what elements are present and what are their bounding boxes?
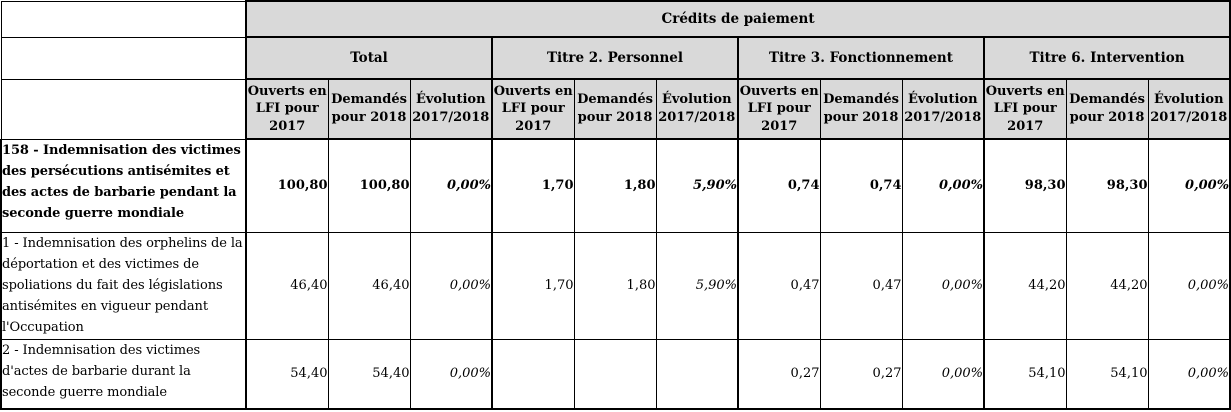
- column-header-cell: Évolution 2017/2018: [409, 78, 493, 140]
- value-cell: 0,74: [819, 138, 903, 233]
- table-title: Crédits de paiement: [244, 0, 1231, 38]
- column-header-cell: Ouverts en LFI pour 2017: [983, 78, 1067, 140]
- column-header-cell: Demandés pour 2018: [1065, 78, 1149, 140]
- group-header-cell: Titre 3. Fonctionnement: [737, 36, 985, 80]
- column-header-cell: Évolution 2017/2018: [901, 78, 985, 140]
- value-cell: 0,00%: [409, 231, 493, 340]
- value-cell: 98,30: [983, 138, 1067, 233]
- column-header-row: Ouverts en LFI pour 2017 Demandés pour 20…: [0, 78, 1231, 140]
- corner-blank-cell: [0, 36, 247, 80]
- group-header-cell: Total: [245, 36, 493, 80]
- value-cell: 0,00%: [1147, 338, 1231, 410]
- value-cell: 100,80: [245, 138, 329, 233]
- value-cell: 1,70: [491, 231, 575, 340]
- value-cell: 0,74: [737, 138, 821, 233]
- value-cell: 0,00%: [901, 338, 985, 410]
- value-cell: 1,70: [491, 138, 575, 233]
- value-cell: 0,00%: [1147, 231, 1231, 340]
- value-cell: 54,10: [983, 338, 1067, 410]
- value-cell: [573, 338, 657, 410]
- value-cell: 54,10: [1065, 338, 1149, 410]
- column-header-cell: Évolution 2017/2018: [655, 78, 739, 140]
- value-cell: 0,47: [737, 231, 821, 340]
- value-cell: 0,00%: [1147, 138, 1231, 233]
- value-cell: 46,40: [327, 231, 411, 340]
- value-cell: [491, 338, 575, 410]
- column-header-cell: Demandés pour 2018: [573, 78, 657, 140]
- value-cell: 5,90%: [655, 138, 739, 233]
- group-header-cell: Titre 6. Intervention: [982, 36, 1231, 80]
- value-cell: 0,00%: [901, 231, 985, 340]
- group-header-row: Total Titre 2. Personnel Titre 3. Fonction…: [0, 36, 1231, 80]
- value-cell: 46,40: [245, 231, 329, 340]
- row-label-cell: 1 - Indemnisation des orphelins de la dé…: [0, 231, 247, 340]
- column-header-cell: Demandés pour 2018: [327, 78, 411, 140]
- group-header-cell: Titre 2. Personnel: [491, 36, 739, 80]
- value-cell: 98,30: [1065, 138, 1149, 233]
- value-cell: 44,20: [1065, 231, 1149, 340]
- table-body: 158 - Indemnisation des victimes des per…: [0, 138, 1231, 410]
- corner-blank-cell: [0, 78, 247, 140]
- corner-blank-cell: [0, 0, 247, 38]
- value-cell: 0,00%: [409, 338, 493, 410]
- table-row: 1 - Indemnisation des orphelins de la dé…: [0, 231, 1231, 340]
- value-cell: 1,80: [573, 231, 657, 340]
- table-header: Crédits de paiement Total Titre 2. Person…: [0, 0, 1231, 140]
- value-cell: [655, 338, 739, 410]
- title-row: Crédits de paiement: [0, 0, 1231, 38]
- row-label-cell: 158 - Indemnisation des victimes des per…: [0, 138, 247, 233]
- value-cell: 0,00%: [901, 138, 985, 233]
- column-header-cell: Demandés pour 2018: [819, 78, 903, 140]
- value-cell: 1,80: [573, 138, 657, 233]
- value-cell: 0,00%: [409, 138, 493, 233]
- column-header-cell: Ouverts en LFI pour 2017: [245, 78, 329, 140]
- table-row: 2 - Indemnisation des victimes d'actes d…: [0, 338, 1231, 410]
- value-cell: 0,27: [819, 338, 903, 410]
- value-cell: 100,80: [327, 138, 411, 233]
- column-header-cell: Évolution 2017/2018: [1147, 78, 1231, 140]
- column-header-cell: Ouverts en LFI pour 2017: [737, 78, 821, 140]
- value-cell: 0,47: [819, 231, 903, 340]
- row-label-cell: 2 - Indemnisation des victimes d'actes d…: [0, 338, 247, 410]
- value-cell: 5,90%: [655, 231, 739, 340]
- value-cell: 54,40: [245, 338, 329, 410]
- table-row: 158 - Indemnisation des victimes des per…: [0, 138, 1231, 233]
- column-header-cell: Ouverts en LFI pour 2017: [491, 78, 575, 140]
- value-cell: 0,27: [737, 338, 821, 410]
- value-cell: 44,20: [983, 231, 1067, 340]
- value-cell: 54,40: [327, 338, 411, 410]
